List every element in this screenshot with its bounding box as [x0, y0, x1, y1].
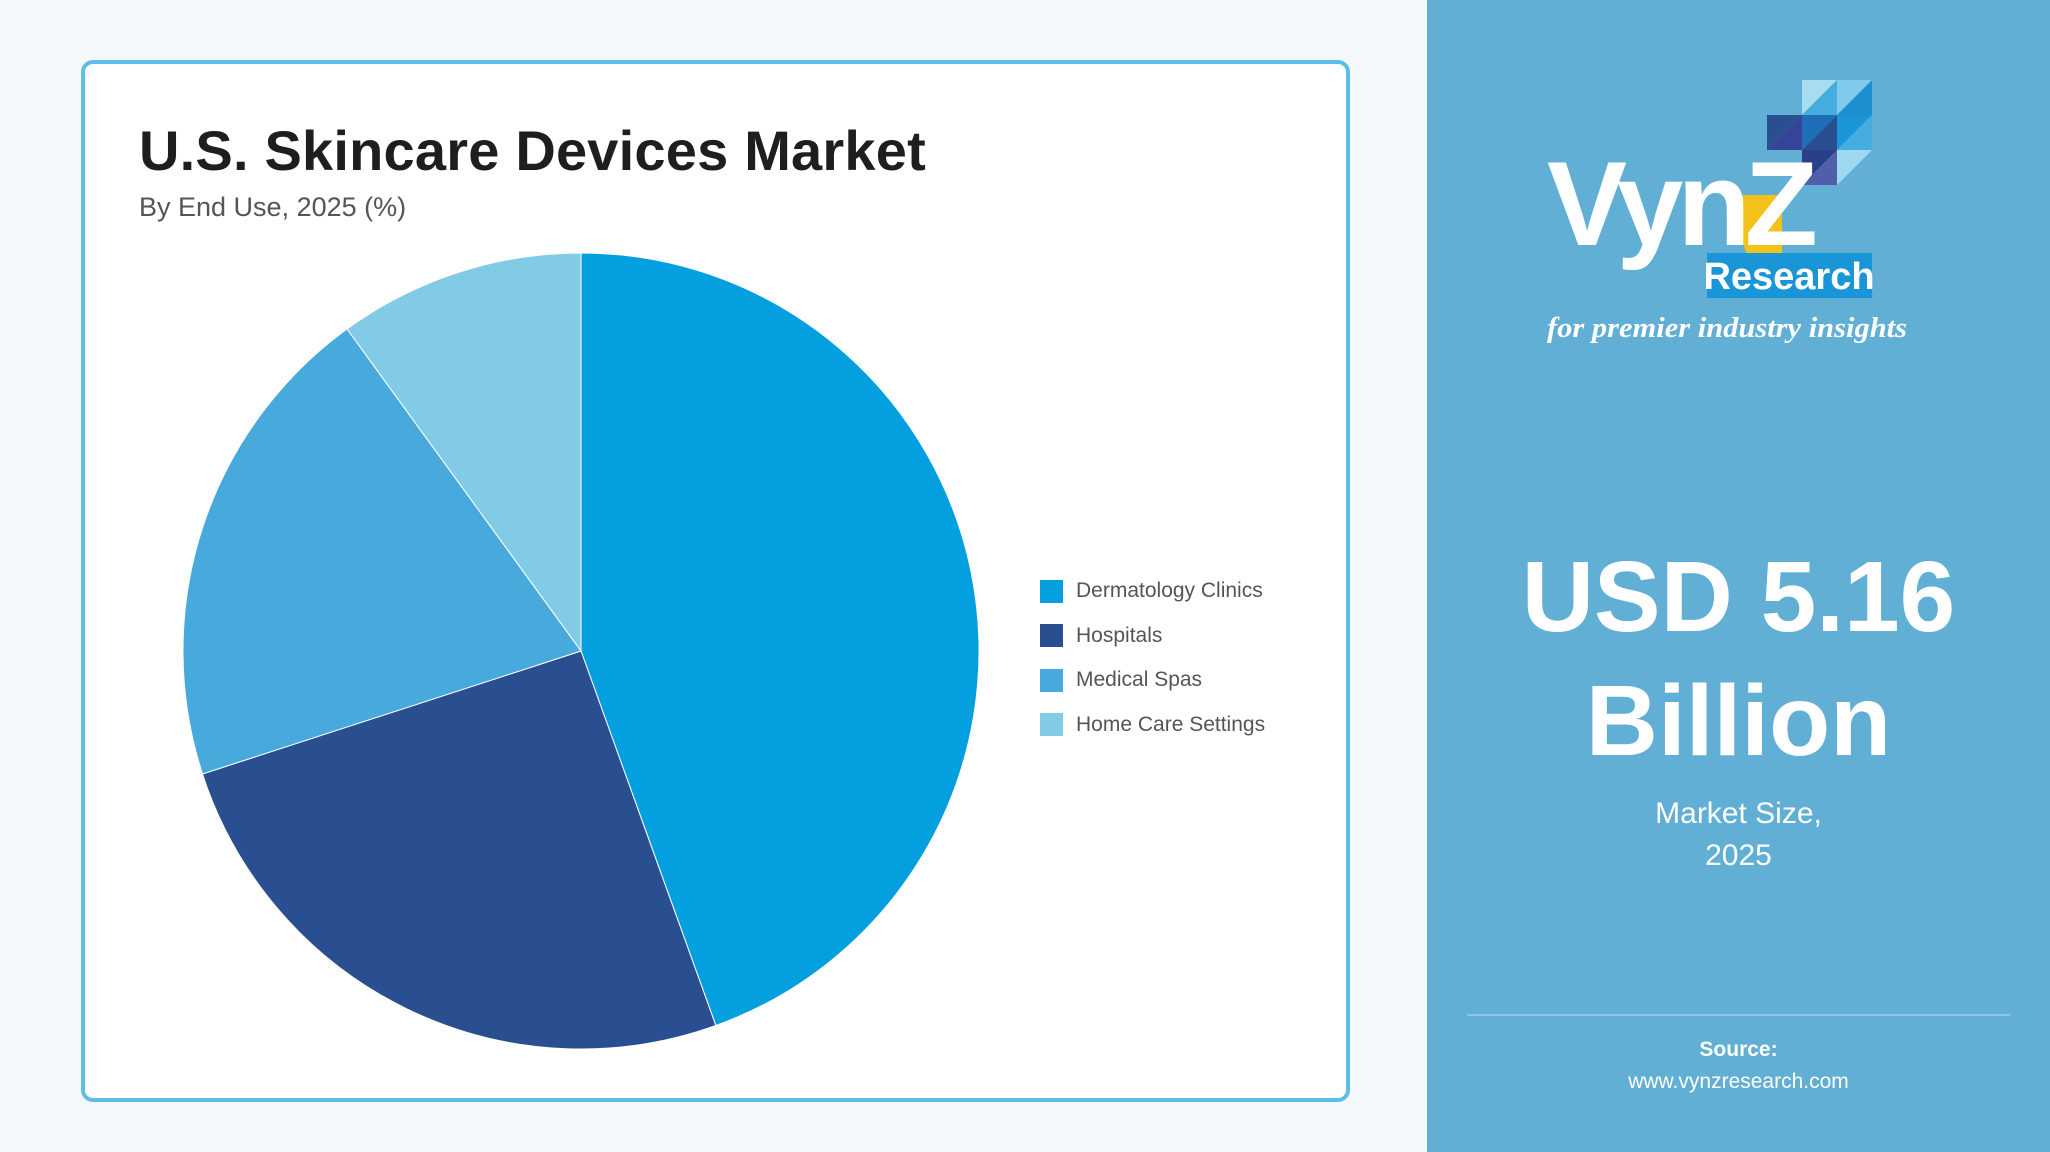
legend-item: Hospitals [1040, 614, 1265, 659]
legend-item: Medical Spas [1040, 658, 1265, 703]
vynz-research-logo: VynZ Research for premier industry insig… [1547, 80, 1907, 344]
chart-subtitle: By End Use, 2025 (%) [139, 192, 407, 222]
market-size-value-line1: USD 5.16 [1521, 541, 1956, 653]
source-label: Source: [1699, 1038, 1778, 1061]
legend-swatch [1040, 713, 1063, 737]
pie-slice-medical-spas [182, 328, 582, 775]
pie-chart [182, 252, 980, 1050]
market-size-value-line2: Billion [1585, 665, 1892, 777]
legend-label: Hospitals [1076, 623, 1163, 647]
source-url[interactable]: www.vynzresearch.com [1628, 1070, 1849, 1093]
logo-tagline-text: for premier industry insights [1547, 312, 1907, 344]
legend-label: Medical Spas [1076, 668, 1203, 692]
logo-brand-text: VynZ [1547, 137, 1815, 271]
legend-item: Home Care Settings [1040, 703, 1265, 748]
pie-slice-hospitals [201, 650, 717, 1050]
pie-slice-home-care-settings [346, 252, 582, 653]
chart-title: U.S. Skincare Devices Market [139, 119, 926, 182]
market-size-label-line2: 2025 [1705, 839, 1772, 872]
side-panel: VynZ Research for premier industry insig… [1427, 0, 2050, 1152]
legend-item: Dermatology Clinics [1040, 569, 1265, 614]
legend-swatch [1040, 579, 1063, 603]
market-size-label: Market Size, 2025 [1427, 793, 2050, 877]
divider [1467, 1014, 2010, 1016]
chart-card: U.S. Skincare Devices Market By End Use,… [81, 60, 1350, 1102]
pie-slice-dermatology-clinics [580, 252, 980, 1027]
logo-badge-text: Research [1703, 256, 1874, 298]
triangle-mosaic-icon [1727, 80, 1872, 255]
market-size-label-line1: Market Size, [1655, 797, 1822, 830]
legend-label: Dermatology Clinics [1076, 579, 1263, 603]
market-size-value: USD 5.16 Billion [1427, 535, 2050, 783]
legend-swatch [1040, 668, 1063, 692]
legend-label: Home Care Settings [1076, 712, 1266, 736]
legend-swatch [1040, 624, 1063, 648]
chart-legend: Dermatology Clinics Hospitals Medical Spas… [1040, 569, 1265, 747]
